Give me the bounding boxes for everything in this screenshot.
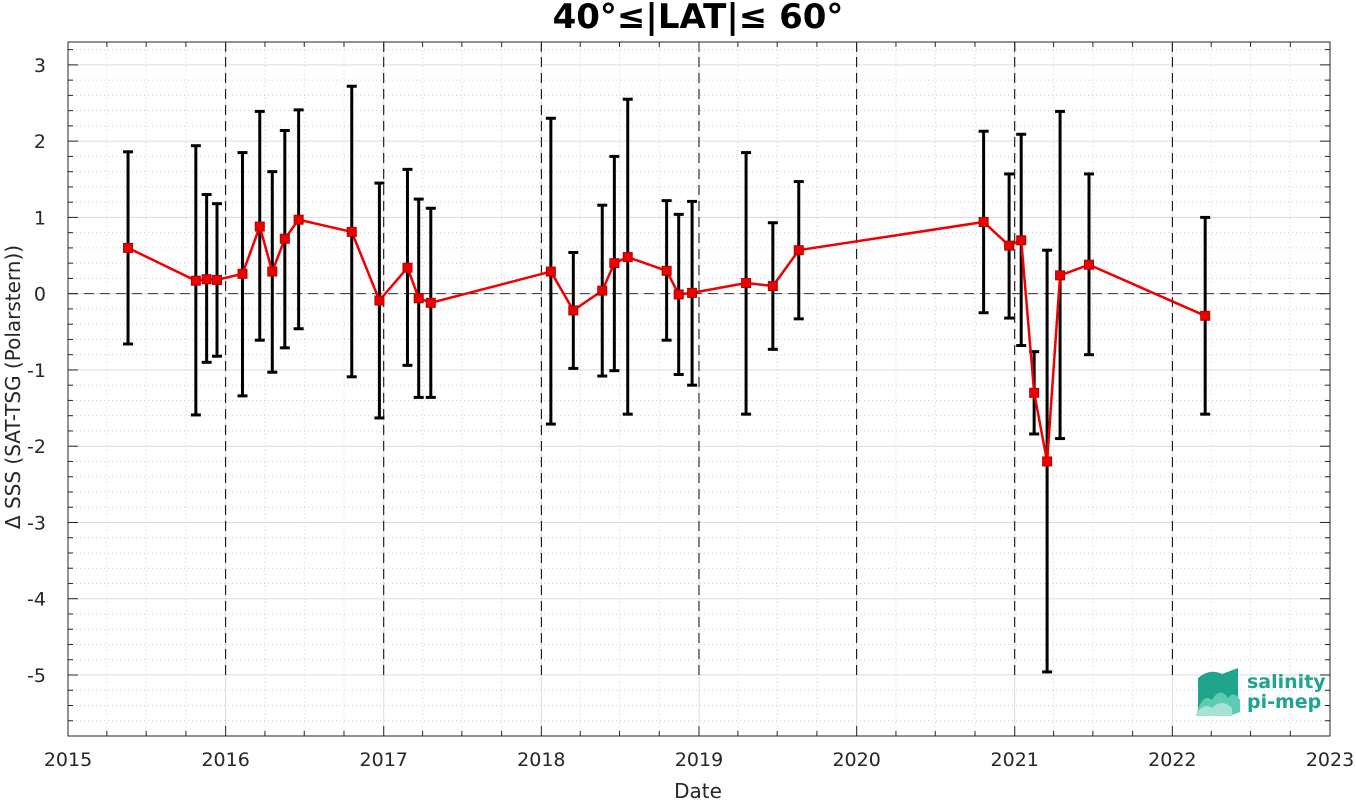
data-point-marker bbox=[123, 242, 134, 253]
data-point-marker bbox=[1029, 387, 1040, 398]
x-tick-label: 2023 bbox=[1306, 749, 1354, 771]
y-tick-label: 0 bbox=[34, 284, 46, 306]
y-tick-label: 1 bbox=[34, 207, 46, 229]
data-point-marker bbox=[279, 233, 290, 244]
data-point-marker bbox=[597, 285, 608, 296]
x-tick-label: 2021 bbox=[991, 749, 1039, 771]
data-point-marker bbox=[609, 258, 620, 269]
series-markers bbox=[123, 214, 1211, 467]
data-point-marker bbox=[190, 275, 201, 286]
y-tick-label: -3 bbox=[27, 512, 46, 534]
x-tick-labels: 2015 2016 2017 2018 2019 2020 2021 2022 2023 bbox=[44, 749, 1354, 771]
data-point-marker bbox=[237, 268, 248, 279]
data-point-marker bbox=[1084, 259, 1095, 270]
data-point-marker bbox=[1004, 240, 1015, 251]
data-point-marker bbox=[267, 266, 278, 277]
data-point-marker bbox=[793, 245, 804, 256]
data-point-marker bbox=[661, 265, 672, 276]
data-point-marker bbox=[212, 274, 223, 285]
x-tick-label: 2022 bbox=[1148, 749, 1196, 771]
data-point-marker bbox=[545, 266, 556, 277]
data-point-marker bbox=[1200, 310, 1211, 321]
logo-text-salinity: salinity bbox=[1247, 671, 1326, 693]
salinity-pi-mep-logo: salinity pi-mep bbox=[1196, 668, 1326, 716]
data-point-marker bbox=[1055, 270, 1066, 281]
data-point-marker bbox=[622, 252, 633, 263]
data-point-marker bbox=[402, 262, 413, 273]
data-point-marker bbox=[346, 226, 357, 237]
x-tick-label: 2016 bbox=[201, 749, 249, 771]
x-tick-label: 2015 bbox=[44, 749, 92, 771]
data-point-marker bbox=[687, 287, 698, 298]
data-point-marker bbox=[254, 221, 265, 232]
y-tick-label: 2 bbox=[34, 131, 46, 153]
y-tick-labels: -5 -4 -3 -2 -1 0 1 2 3 bbox=[27, 55, 46, 687]
y-tick-label: -4 bbox=[27, 589, 46, 611]
data-point-marker bbox=[1042, 456, 1053, 467]
x-axis-label: Date bbox=[674, 779, 722, 801]
data-point-marker bbox=[425, 297, 436, 308]
data-point-marker bbox=[978, 216, 989, 227]
chart-title: 40°≤|LAT|≤ 60° bbox=[553, 0, 844, 37]
y-tick-label: -5 bbox=[27, 665, 46, 687]
data-point-marker bbox=[413, 293, 424, 304]
logo-wave-icon bbox=[1196, 668, 1240, 716]
x-tick-label: 2017 bbox=[360, 749, 408, 771]
data-point-marker bbox=[293, 214, 304, 225]
x-tick-label: 2020 bbox=[832, 749, 880, 771]
x-tick-label: 2018 bbox=[517, 749, 565, 771]
data-point-marker bbox=[201, 274, 212, 285]
y-tick-label: -2 bbox=[27, 436, 46, 458]
year-boundary-lines bbox=[225, 42, 1173, 675]
data-point-marker bbox=[1016, 235, 1027, 246]
y-tick-label: -1 bbox=[27, 360, 46, 382]
data-point-marker bbox=[767, 281, 778, 292]
axis-ticks bbox=[67, 42, 1331, 737]
logo-text-pi-mep: pi-mep bbox=[1247, 691, 1321, 713]
data-point-marker bbox=[673, 289, 684, 300]
y-axis-label: Δ SSS (SAT-TSG (Polarstern)) bbox=[1, 245, 25, 529]
data-point-marker bbox=[568, 305, 579, 316]
y-tick-label: 3 bbox=[34, 55, 46, 77]
data-point-marker bbox=[374, 295, 385, 306]
data-point-marker bbox=[741, 277, 752, 288]
x-tick-label: 2019 bbox=[675, 749, 723, 771]
